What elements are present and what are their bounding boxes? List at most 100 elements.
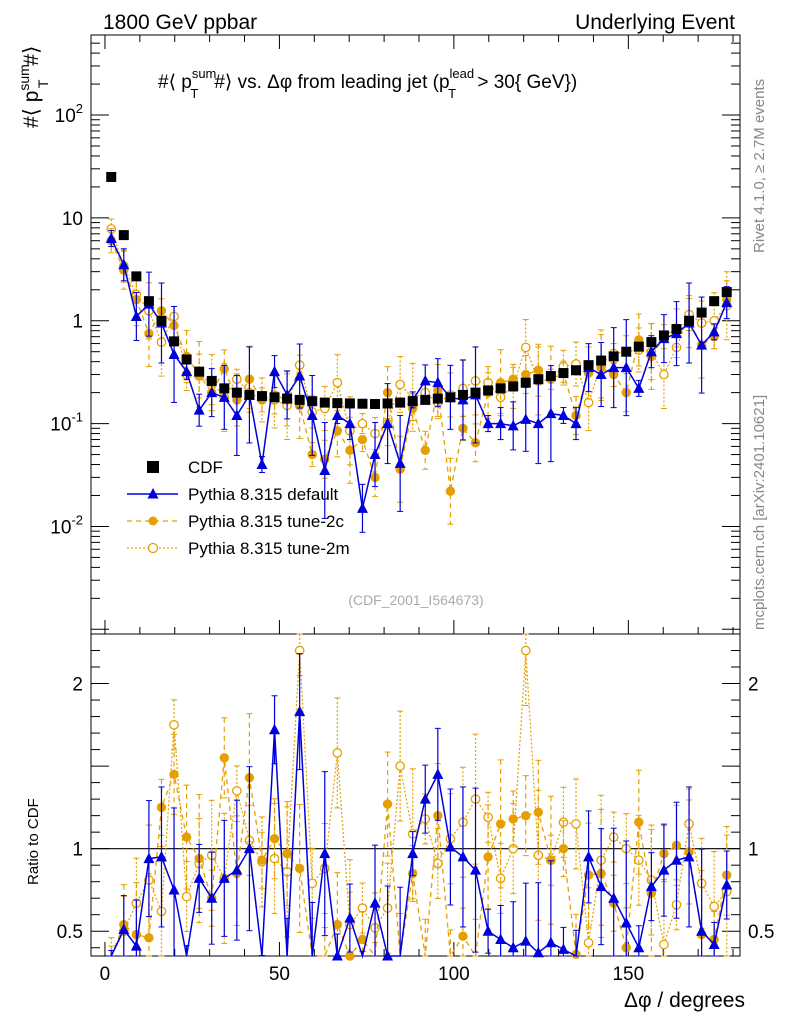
legend-default-label: Pythia 8.315 default <box>188 485 339 504</box>
main-ylabel: #⟨ psum T #⟩ <box>16 46 51 128</box>
default-ratio-point <box>620 916 632 928</box>
default-point <box>570 417 582 429</box>
cdf-point <box>294 394 305 405</box>
cdf-point <box>483 385 494 396</box>
y-tick-label: 10-2 <box>50 512 83 538</box>
default-ratio-point <box>721 878 733 890</box>
y-tick-base: 10 <box>50 415 71 436</box>
default-ratio-point <box>608 892 620 903</box>
default-point <box>331 409 343 420</box>
ratio-tick-label: 2 <box>72 675 83 696</box>
cdf-point <box>420 394 431 405</box>
legend: CDF Pythia 8.315 default Pythia 8.315 tune… <box>127 458 350 558</box>
cdf-point <box>432 393 443 404</box>
legend-tune-2m-marker <box>147 542 159 554</box>
cdf-point <box>244 389 255 400</box>
ylabel-part-a: #⟨ p <box>20 91 43 128</box>
legend-cdf-label: CDF <box>188 458 223 477</box>
cdf-point <box>457 389 468 400</box>
tune-2c-point <box>521 369 531 380</box>
default-ratio-point <box>130 940 142 951</box>
default-point <box>269 365 281 377</box>
default-point <box>608 361 620 373</box>
default-ratio-point <box>294 705 306 717</box>
chart-title: #⟨ psum T#⟩ vs. Δφ from leading jet (plea… <box>158 66 577 101</box>
cdf-point <box>282 393 293 404</box>
cdf-point <box>596 355 607 366</box>
tune-2c-ratio-point <box>521 810 531 821</box>
default-ratio-point <box>319 847 331 859</box>
cdf-point <box>646 337 657 348</box>
default-ratio-point <box>708 938 720 949</box>
main-marks <box>105 171 733 533</box>
default-ratio-point <box>595 880 607 892</box>
cdf-point <box>558 368 569 379</box>
tune-2c-line <box>110 240 728 492</box>
tune-2c-ratio-point <box>282 848 292 859</box>
default-point <box>231 409 243 420</box>
default-ratio-point <box>495 933 507 944</box>
tune-2m-ratio-point <box>181 891 192 902</box>
y-tick-base: 10 <box>55 106 76 127</box>
tune-2m-ratio-point <box>395 761 405 771</box>
default-ratio-line <box>110 711 728 959</box>
tune-2c-ratio-point <box>508 814 518 824</box>
cdf-point <box>206 375 217 386</box>
cdf-point <box>721 287 732 298</box>
ylabel-sub: T <box>35 79 51 88</box>
default-point <box>532 417 544 429</box>
header-left: 1800 GeV ppbar <box>103 11 257 34</box>
default-ratio-point <box>658 864 670 875</box>
ylabel-part-b: #⟩ <box>20 46 43 66</box>
legend-cdf-marker <box>147 461 159 473</box>
default-ratio-point <box>444 841 456 852</box>
title-part-b: #⟩ vs. Δφ from leading jet (p <box>214 72 449 93</box>
cdf-point <box>370 399 381 410</box>
title-sup-b: lead <box>450 66 475 81</box>
cdf-point <box>395 397 406 408</box>
default-point <box>118 258 130 270</box>
default-ratio-point <box>470 864 482 875</box>
default-ratio-point <box>696 925 708 936</box>
default-ratio-point <box>645 880 657 892</box>
default-point <box>218 391 230 402</box>
default-point <box>206 386 218 398</box>
default-point <box>721 296 733 308</box>
tune-2m-ratio-point <box>232 786 242 796</box>
cdf-point <box>684 315 695 326</box>
ratio-tick-label-right: 0.5 <box>748 922 774 943</box>
default-ratio-point <box>206 892 218 903</box>
x-tick-label: 150 <box>612 964 644 985</box>
tune-2c-ratio-point <box>382 799 393 809</box>
tune-2c-point <box>357 434 368 445</box>
cdf-point <box>658 330 669 341</box>
tune-2m-point <box>520 342 531 353</box>
default-point <box>507 419 519 431</box>
ratio-marks <box>108 633 733 961</box>
tune-2m-ratio-point <box>571 819 581 829</box>
tune-2c-ratio-point <box>495 819 506 829</box>
cdf-point <box>319 397 330 408</box>
title-sup-a: sum <box>192 66 217 81</box>
cdf-point <box>545 371 556 382</box>
default-ratio-point <box>143 852 155 864</box>
tune-2m-ratio-line <box>110 650 728 957</box>
default-ratio-point <box>557 943 569 954</box>
default-point <box>306 409 318 420</box>
default-point <box>545 407 557 419</box>
default-point <box>419 374 431 386</box>
y-tick-label: 102 <box>55 101 83 127</box>
cdf-point <box>332 398 343 409</box>
default-point <box>193 404 205 415</box>
default-point <box>633 382 645 393</box>
cdf-point <box>571 365 582 376</box>
default-point <box>495 417 507 429</box>
default-ratio-point <box>520 935 532 946</box>
cdf-point <box>621 346 632 357</box>
ratio-tick-label-right: 2 <box>748 675 759 696</box>
ratio-axes: 0 50 100 150 0.5 0.5 1 1 2 2 <box>57 650 774 985</box>
tune-2m-point <box>332 377 343 388</box>
cdf-point <box>470 387 481 398</box>
default-ratio-point <box>419 793 431 804</box>
